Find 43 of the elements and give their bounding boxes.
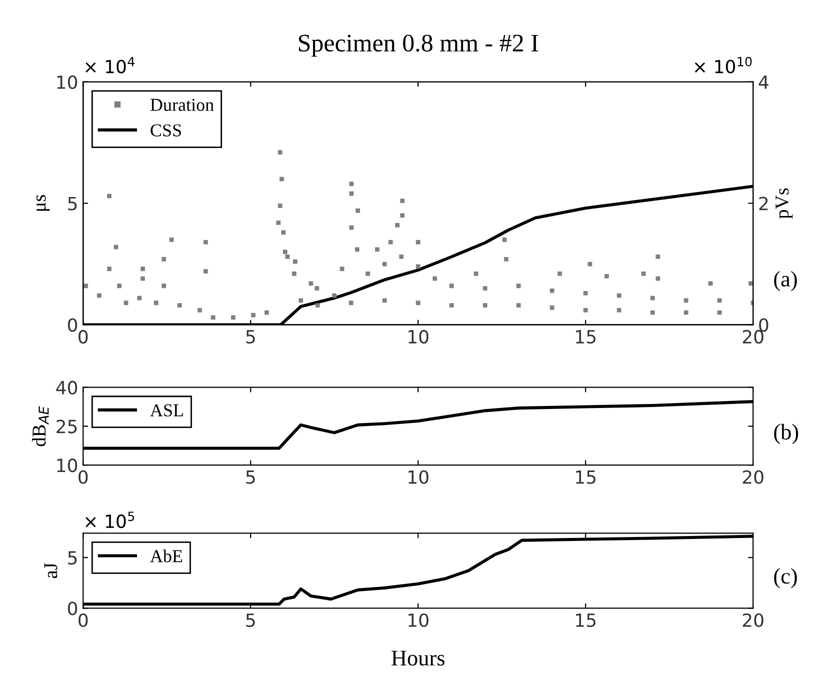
y-tick-label: 0	[68, 602, 78, 616]
x-tick-label: 0	[78, 330, 88, 344]
x-tick-label: 20	[742, 470, 764, 484]
text: (a)	[774, 270, 797, 292]
x-tick-label: 5	[246, 330, 255, 344]
y2-axis-title: pVs	[776, 188, 793, 219]
y-tick-label: 10	[57, 75, 78, 89]
text: (b)	[774, 424, 798, 444]
legend-label: AbE	[150, 550, 182, 562]
x-tick-label: 5	[246, 470, 255, 484]
y-axis-title: aJ	[44, 563, 58, 578]
legend-label: ASL	[150, 404, 183, 416]
y-tick-label: 25	[56, 420, 77, 434]
x-tick-label: 15	[576, 330, 596, 344]
y-axis-title: μs	[36, 195, 50, 211]
x-tick-label: 5	[246, 614, 255, 628]
y2-tick-label: 0	[759, 318, 768, 332]
x-tick-label: 20	[742, 330, 764, 344]
text: × 10$^{10}$	[694, 56, 752, 74]
y-tick-label: 5	[68, 551, 77, 565]
x-tick-label: 20	[742, 613, 764, 628]
x-tick-label: 15	[576, 614, 596, 628]
y2-tick-label: 4	[758, 76, 768, 89]
text: × 10$^{5}$	[86, 512, 134, 528]
y2-tick-label: 2	[759, 196, 768, 210]
chart-title: Specimen 0.8 mm - #2 I	[298, 34, 538, 57]
y-tick-label: 40	[56, 380, 78, 394]
x-tick-label: 15	[576, 470, 596, 484]
x-tick-label: 0	[78, 613, 88, 628]
x-axis-title: Hours	[392, 650, 444, 666]
x-tick-label: 0	[78, 470, 88, 484]
x-tick-label: 10	[408, 330, 428, 344]
text: × 10$^{4}$	[86, 57, 134, 74]
legend-label: Duration	[150, 98, 214, 111]
x-tick-label: 10	[408, 470, 428, 484]
y-tick-label: 5	[68, 197, 77, 210]
line-series	[83, 534, 754, 606]
text: (c)	[774, 568, 797, 588]
x-tick-label: 10	[408, 613, 428, 628]
y-tick-label: 10	[57, 458, 78, 472]
y-axis-title: dB$_{AE}$	[32, 406, 49, 446]
y-tick-label: 0	[68, 318, 78, 332]
legend-label: CSS	[150, 124, 181, 136]
